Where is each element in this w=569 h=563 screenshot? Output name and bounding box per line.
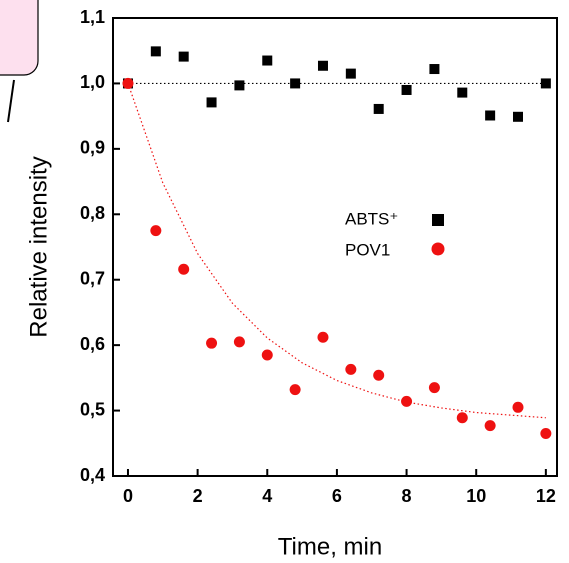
cropped-line [7,79,15,123]
point [150,46,161,57]
point [512,111,523,122]
point [233,336,245,348]
point [456,412,468,424]
point [178,51,189,62]
y-tick-label: 0,4 [80,465,105,485]
y-tick-label: 0,5 [80,399,105,419]
legend-marker [431,242,445,256]
cropped-shape [0,0,39,76]
y-axis-label: Relative intensity [25,156,52,337]
x-tick-label: 12 [536,486,556,506]
x-tick-label: 6 [332,486,342,506]
point [401,395,413,407]
y-tick-label: 1,1 [80,7,105,27]
point [512,401,524,413]
point [345,68,356,79]
point [373,103,384,114]
plot-frame [112,17,558,477]
x-tick-label: 2 [193,486,203,506]
legend-label: POV1 [345,240,390,259]
point [122,77,134,89]
fit-line [127,83,546,419]
legend-label: ABTS⁺ [345,209,398,228]
point [345,363,357,375]
point [540,427,552,439]
point [206,337,218,349]
point [261,349,273,361]
point [150,225,162,237]
point [457,87,468,98]
y-tick-label: 0,9 [80,138,105,158]
x-tick-label: 8 [402,486,412,506]
y-tick-label: 0,7 [80,268,105,288]
point [401,84,412,95]
point [289,384,301,396]
x-axis-label: Time, min [278,533,382,560]
y-tick-label: 0,6 [80,334,105,354]
point [485,110,496,121]
x-tick-label: 10 [466,486,486,506]
point [373,369,385,381]
point [290,78,301,89]
point [262,55,273,66]
point [206,97,217,108]
point [317,331,329,343]
legend-marker [432,214,444,226]
point [429,64,440,75]
x-tick-label: 0 [123,486,133,506]
point [540,78,551,89]
point [178,263,190,275]
x-tick-label: 4 [262,486,272,506]
point [484,420,496,432]
point [428,382,440,394]
y-tick-label: 0,8 [80,203,105,223]
point [234,80,245,91]
y-tick-label: 1,0 [80,72,105,92]
point [317,60,328,71]
